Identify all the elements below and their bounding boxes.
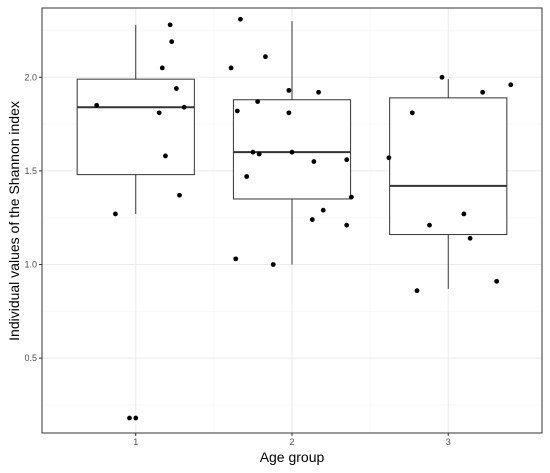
data-point	[238, 16, 243, 22]
data-point	[494, 278, 500, 284]
data-point	[344, 222, 350, 228]
data-point	[167, 22, 173, 28]
data-point	[113, 211, 118, 217]
data-point	[467, 235, 473, 241]
y-axis-ticks: 0.5 1.0 1.5 2.0	[24, 72, 42, 363]
y-axis-title: Individual values of the Shannon index	[6, 101, 22, 341]
box	[389, 97, 508, 236]
y-tick-label: 1.0	[24, 259, 37, 269]
data-point	[286, 110, 292, 116]
data-point	[414, 288, 420, 294]
data-point	[439, 74, 445, 80]
x-axis-ticks: 1 2 3	[133, 433, 451, 447]
data-point	[234, 108, 240, 114]
data-point	[309, 217, 315, 222]
data-point	[480, 89, 486, 95]
box-group-3	[389, 79, 508, 289]
data-point	[169, 39, 175, 45]
x-tick-label: 1	[133, 437, 138, 447]
data-point	[181, 104, 187, 110]
data-point	[289, 149, 295, 155]
data-point	[256, 151, 262, 157]
data-point	[177, 192, 182, 198]
data-point	[159, 65, 165, 71]
box-group-1	[76, 24, 195, 214]
y-tick-label: 2.0	[24, 72, 37, 82]
box-group-2	[232, 21, 352, 265]
x-tick-label: 2	[289, 437, 294, 447]
data-point	[233, 256, 239, 262]
data-point	[94, 102, 100, 108]
data-points	[94, 16, 514, 421]
x-tick-label: 3	[446, 437, 451, 447]
box	[232, 99, 352, 200]
data-point	[163, 153, 168, 159]
data-point	[244, 174, 250, 179]
x-axis-title: Age group	[260, 449, 325, 465]
box	[76, 78, 195, 176]
data-point	[311, 159, 317, 164]
data-point	[461, 211, 467, 217]
data-point	[173, 86, 179, 91]
data-point	[409, 110, 415, 116]
data-point	[348, 194, 354, 200]
data-point	[250, 149, 256, 155]
data-point	[386, 155, 392, 161]
data-point	[127, 415, 132, 421]
data-point	[344, 157, 350, 163]
data-point	[508, 82, 514, 88]
y-tick-label: 1.5	[24, 166, 37, 176]
boxplot-boxes	[76, 21, 508, 289]
data-point	[228, 65, 234, 71]
data-point	[255, 99, 261, 105]
data-point	[156, 110, 162, 116]
y-tick-label: 0.5	[24, 353, 37, 363]
data-point	[320, 207, 326, 213]
data-point	[286, 87, 292, 93]
data-point	[270, 262, 276, 267]
data-point	[316, 89, 321, 95]
data-point	[427, 222, 432, 228]
data-point	[133, 415, 139, 421]
data-point	[263, 54, 268, 60]
